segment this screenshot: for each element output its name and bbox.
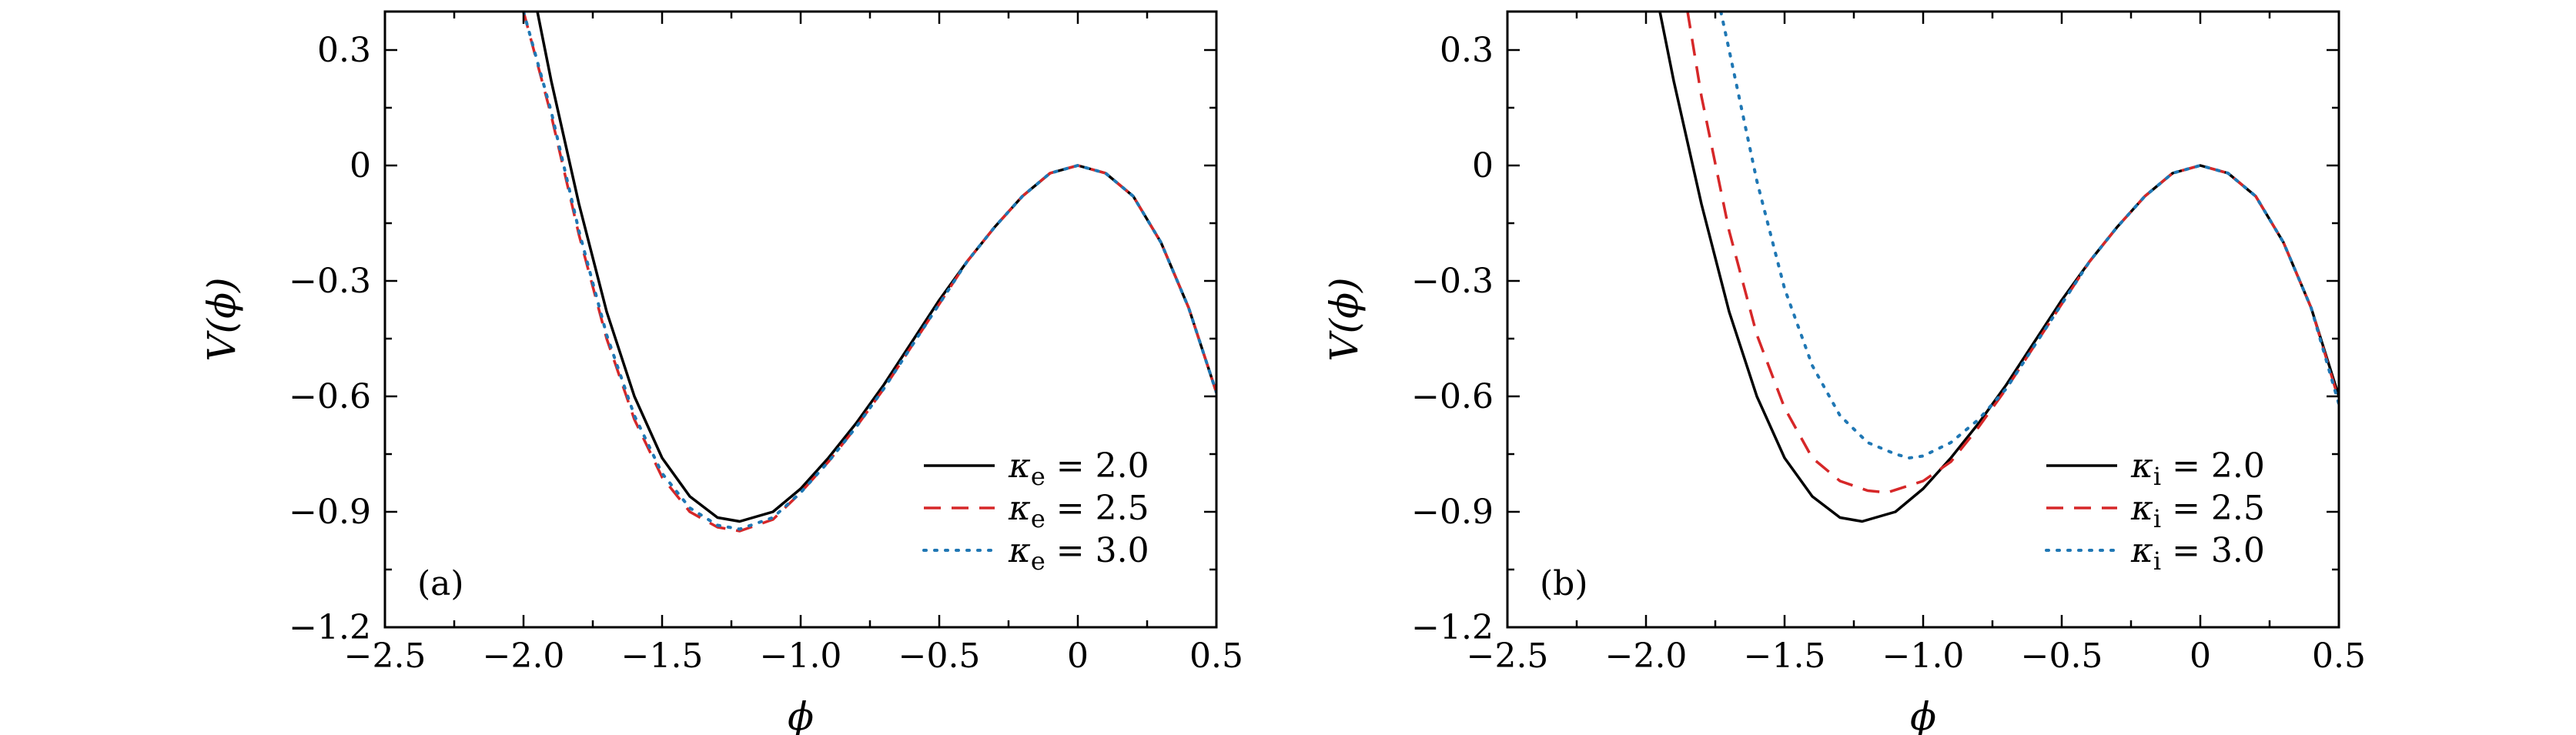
legend-label-3: κe = 3.0 [1008,531,1149,576]
x-tick-label: −2.0 [1605,636,1688,676]
legend-label-2: κi = 2.5 [2130,489,2265,533]
chart-panel-2: −2.5 −2.0 −1.5 −1.0 −0.5 0 0.5 0.3 0 −0.3 −0.6 −0.9… [1322,10,2366,735]
x-tick-label: −2.0 [483,636,565,676]
x-tick-label: −1.0 [760,636,842,676]
x-tick-label: 0 [2190,636,2211,676]
y-tick-label: 0 [1472,146,1494,185]
legend-label-1: κe = 2.0 [1008,446,1149,491]
legend: κe = 2.0κe = 2.5κe = 3.0 [922,446,1149,576]
legend-label-1: κi = 2.0 [2130,446,2265,491]
y-tick-label: 0.3 [1440,31,1494,70]
legend: κi = 2.0κi = 2.5κi = 3.0 [2045,446,2265,576]
y-tick-label: −0.9 [289,493,371,532]
x-axis-title: ϕ [1910,694,1936,735]
series-line-3 [1719,12,2339,459]
x-tick-label: −1.5 [1744,636,1826,676]
x-tick-label: −0.5 [2021,636,2103,676]
x-tick-label: 0.5 [2312,636,2366,676]
y-axis-title: V(ϕ) [199,277,244,361]
panel-label: (b) [1540,564,1588,603]
x-tick-label: 0 [1067,636,1089,676]
legend-label-3: κi = 3.0 [2130,531,2265,576]
y-tick-label: −0.6 [289,377,371,416]
chart-panel-1: −2.5 −2.0 −1.5 −1.0 −0.5 0 0.5 0.3 0 −0.3 −0.6 −0.9… [199,10,1243,735]
series-line-1 [1658,12,2339,523]
x-tick-label: 0.5 [1189,636,1243,676]
series-line-3 [522,12,1216,531]
series-line-2 [1686,12,2339,494]
x-tick-label: −1.0 [1882,636,1965,676]
x-axis-title: ϕ [788,694,814,735]
x-tick-label: −1.5 [621,636,704,676]
x-tick-label: −2.5 [344,636,427,676]
y-tick-label: −1.2 [1411,608,1494,647]
y-tick-label: −0.6 [1411,377,1494,416]
y-axis-title: V(ϕ) [1322,277,1367,361]
y-tick-label: −0.3 [1411,262,1494,301]
x-tick-label: −0.5 [898,636,981,676]
series-line-2 [522,12,1216,533]
panel-label: (a) [417,564,464,603]
x-tick-label: −2.5 [1467,636,1549,676]
series-line-1 [536,12,1216,523]
y-tick-label: −1.2 [289,608,371,647]
y-tick-label: −0.3 [289,262,371,301]
y-tick-label: 0.3 [317,31,371,70]
y-tick-label: −0.9 [1411,493,1494,532]
y-tick-label: 0 [350,146,371,185]
legend-label-2: κe = 2.5 [1008,489,1149,533]
